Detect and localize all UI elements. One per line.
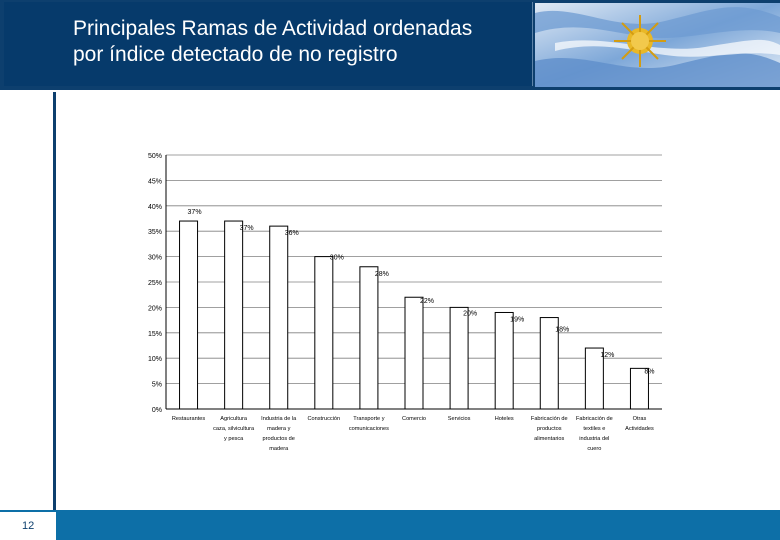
y-tick-label: 25% (148, 280, 162, 287)
argentina-flag-image (535, 3, 780, 87)
y-tick-label: 35% (148, 229, 162, 236)
data-label: 22% (420, 298, 434, 305)
x-tick-label: Restaurantes (172, 416, 205, 422)
y-tick-label: 20% (148, 305, 162, 312)
x-tick-label: alimentarios (534, 436, 564, 442)
bar (314, 256, 334, 410)
x-tick-label: Otras (633, 416, 647, 422)
page-number: 12 (22, 520, 35, 532)
footer-bar (0, 510, 780, 540)
left-accent-rule (53, 92, 56, 510)
x-tick-label: Transporte y (353, 416, 384, 422)
data-label: 28% (375, 271, 389, 278)
x-tick-label: madera (269, 446, 289, 452)
x-tick-label: productos de (263, 436, 295, 442)
bar (269, 225, 289, 410)
bar (449, 306, 469, 410)
slide-title: Principales Ramas de Actividad ordenadas… (73, 16, 533, 68)
y-tick-label: 15% (148, 331, 162, 338)
data-label: 37% (240, 225, 254, 232)
data-label: 8% (644, 368, 654, 375)
bar (179, 220, 199, 410)
x-tick-label: madera y (267, 426, 291, 432)
data-label: 36% (285, 230, 299, 237)
y-tick-label: 10% (148, 356, 162, 363)
x-tick-label: Agricultura (220, 416, 248, 422)
page-number-box (0, 512, 56, 540)
bar (359, 266, 379, 410)
title-line-1: Principales Ramas de Actividad ordenadas (73, 17, 473, 40)
x-tick-label: Fabricación de (576, 416, 613, 422)
x-tick-label: y pesca (224, 436, 244, 442)
x-tick-label: caza, silvicultura (213, 426, 255, 432)
data-label: 18% (555, 327, 569, 334)
x-tick-label: cuero (587, 446, 601, 452)
bar (404, 296, 424, 410)
data-label: 37% (188, 209, 202, 216)
y-tick-label: 5% (152, 382, 162, 389)
data-label: 20% (463, 310, 477, 317)
x-tick-label: Fabricación de (531, 416, 568, 422)
x-tick-label: Actividades (625, 426, 654, 432)
x-tick-label: Industria de la (261, 416, 297, 422)
data-label: 19% (510, 316, 524, 323)
x-tick-label: comunicaciones (349, 426, 389, 432)
x-tick-label: Construcción (307, 416, 340, 422)
title-panel (4, 2, 533, 86)
bar (224, 220, 244, 410)
y-tick-label: 45% (148, 178, 162, 185)
x-tick-label: Servicios (448, 416, 471, 422)
x-tick-label: productos (537, 426, 562, 432)
x-tick-label: textiles e (583, 426, 605, 432)
x-tick-label: Hoteles (495, 416, 514, 422)
title-line-2: por índice detectado de no registro (73, 43, 398, 66)
data-label: 12% (600, 352, 614, 359)
y-tick-label: 40% (148, 204, 162, 211)
y-tick-label: 0% (152, 407, 162, 414)
x-tick-label: Comercio (402, 416, 426, 422)
x-tick-label: industria del (579, 436, 609, 442)
data-label: 30% (330, 255, 344, 262)
sun-of-may-icon (614, 15, 666, 67)
bar (494, 311, 514, 410)
y-tick-label: 50% (148, 153, 162, 160)
y-tick-label: 30% (148, 255, 162, 262)
